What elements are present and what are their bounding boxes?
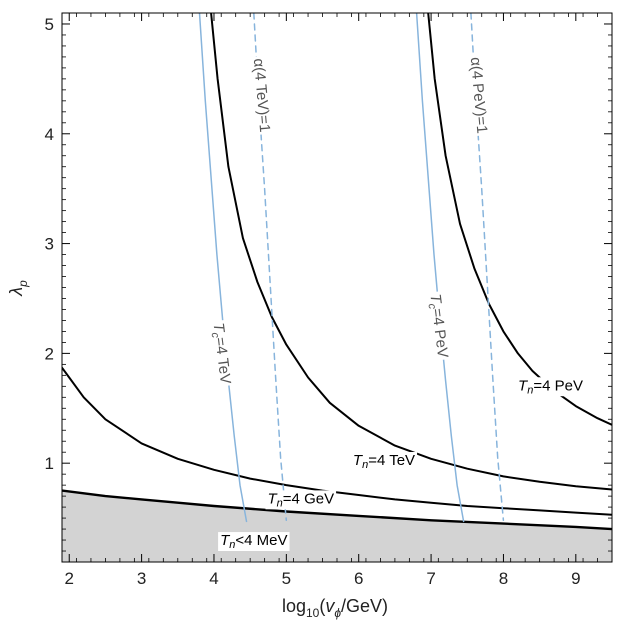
x-tick-label: 3 (137, 569, 146, 588)
x-tick-label: 7 (426, 569, 435, 588)
curve-tn-4-tev-solid (210, 13, 612, 491)
curve-tc-4-pev-solid (415, 13, 465, 523)
curve-label-tn_pev: Tn=4 PeV (518, 377, 583, 396)
shaded-region-tn-4-mev (62, 490, 612, 562)
x-tick-label: 9 (571, 569, 580, 588)
shaded-region-layer (62, 490, 612, 562)
y-tick-label: 5 (45, 15, 54, 34)
label-background (350, 451, 418, 471)
label-background (466, 54, 491, 137)
curve-label-group-tc_pev: Tc=4 PeV (424, 290, 452, 362)
curve-label-tn_tev: Tn=4 TeV (353, 452, 415, 471)
label-background (249, 55, 274, 136)
curve-tn-4-mev-solid (62, 489, 612, 531)
curve-tc-4-tev-solid (198, 13, 248, 523)
y-tick-label: 1 (45, 454, 54, 473)
x-tick-label: 5 (282, 569, 291, 588)
x-tick-label: 2 (65, 569, 74, 588)
y-tick-label: 4 (45, 125, 54, 144)
y-axis-title: λp (6, 280, 30, 297)
label-background (207, 319, 235, 388)
annotation-layer: Tn=4 PeV Tn=4 TeV Tn=4 GeV Tn<4 MeV Tc=4 TeV… (207, 54, 585, 552)
label-background (424, 290, 452, 362)
curve-label-group-tn_gev: Tn=4 GeV (265, 490, 337, 510)
x-tick-label: 4 (209, 569, 218, 588)
x-tick-label: 6 (354, 569, 363, 588)
tick-layer: 2 3 4 5 6 7 8 9 1 2 3 4 5 (45, 12, 613, 588)
curve-label-tn_gev: Tn=4 GeV (268, 490, 335, 509)
curve-layer (62, 13, 612, 531)
x-axis-title: log10(vϕ/GeV) (282, 596, 388, 620)
curve-label-group-tc_tev: Tc=4 TeV (207, 319, 235, 388)
curve-tn-4-pev-solid (427, 13, 612, 426)
curve-label-tn_mev: Tn<4 MeV (220, 532, 287, 551)
curve-label-alpha_tev: α(4 TeV)=1 (250, 58, 273, 133)
curve-label-group-tn_pev: Tn=4 PeV (516, 377, 585, 397)
y-tick-label: 3 (45, 235, 54, 254)
y-tick-label: 2 (45, 344, 54, 363)
label-background (218, 532, 290, 552)
curve-label-group-tn_mev: Tn<4 MeV (218, 532, 290, 552)
label-background (265, 490, 337, 510)
curve-label-group-alpha_pev: α(4 PeV)=1 (466, 54, 491, 137)
curve-label-group-alpha_tev: α(4 TeV)=1 (249, 55, 274, 136)
curve-tn-4-gev-solid (62, 366, 612, 516)
label-background (516, 377, 585, 397)
x-tick-label: 8 (499, 569, 508, 588)
curve-label-alpha_pev: α(4 PeV)=1 (467, 56, 491, 134)
curve-label-group-tn_tev: Tn=4 TeV (350, 451, 418, 471)
curve-label-tc_tev: Tc=4 TeV (208, 322, 234, 385)
